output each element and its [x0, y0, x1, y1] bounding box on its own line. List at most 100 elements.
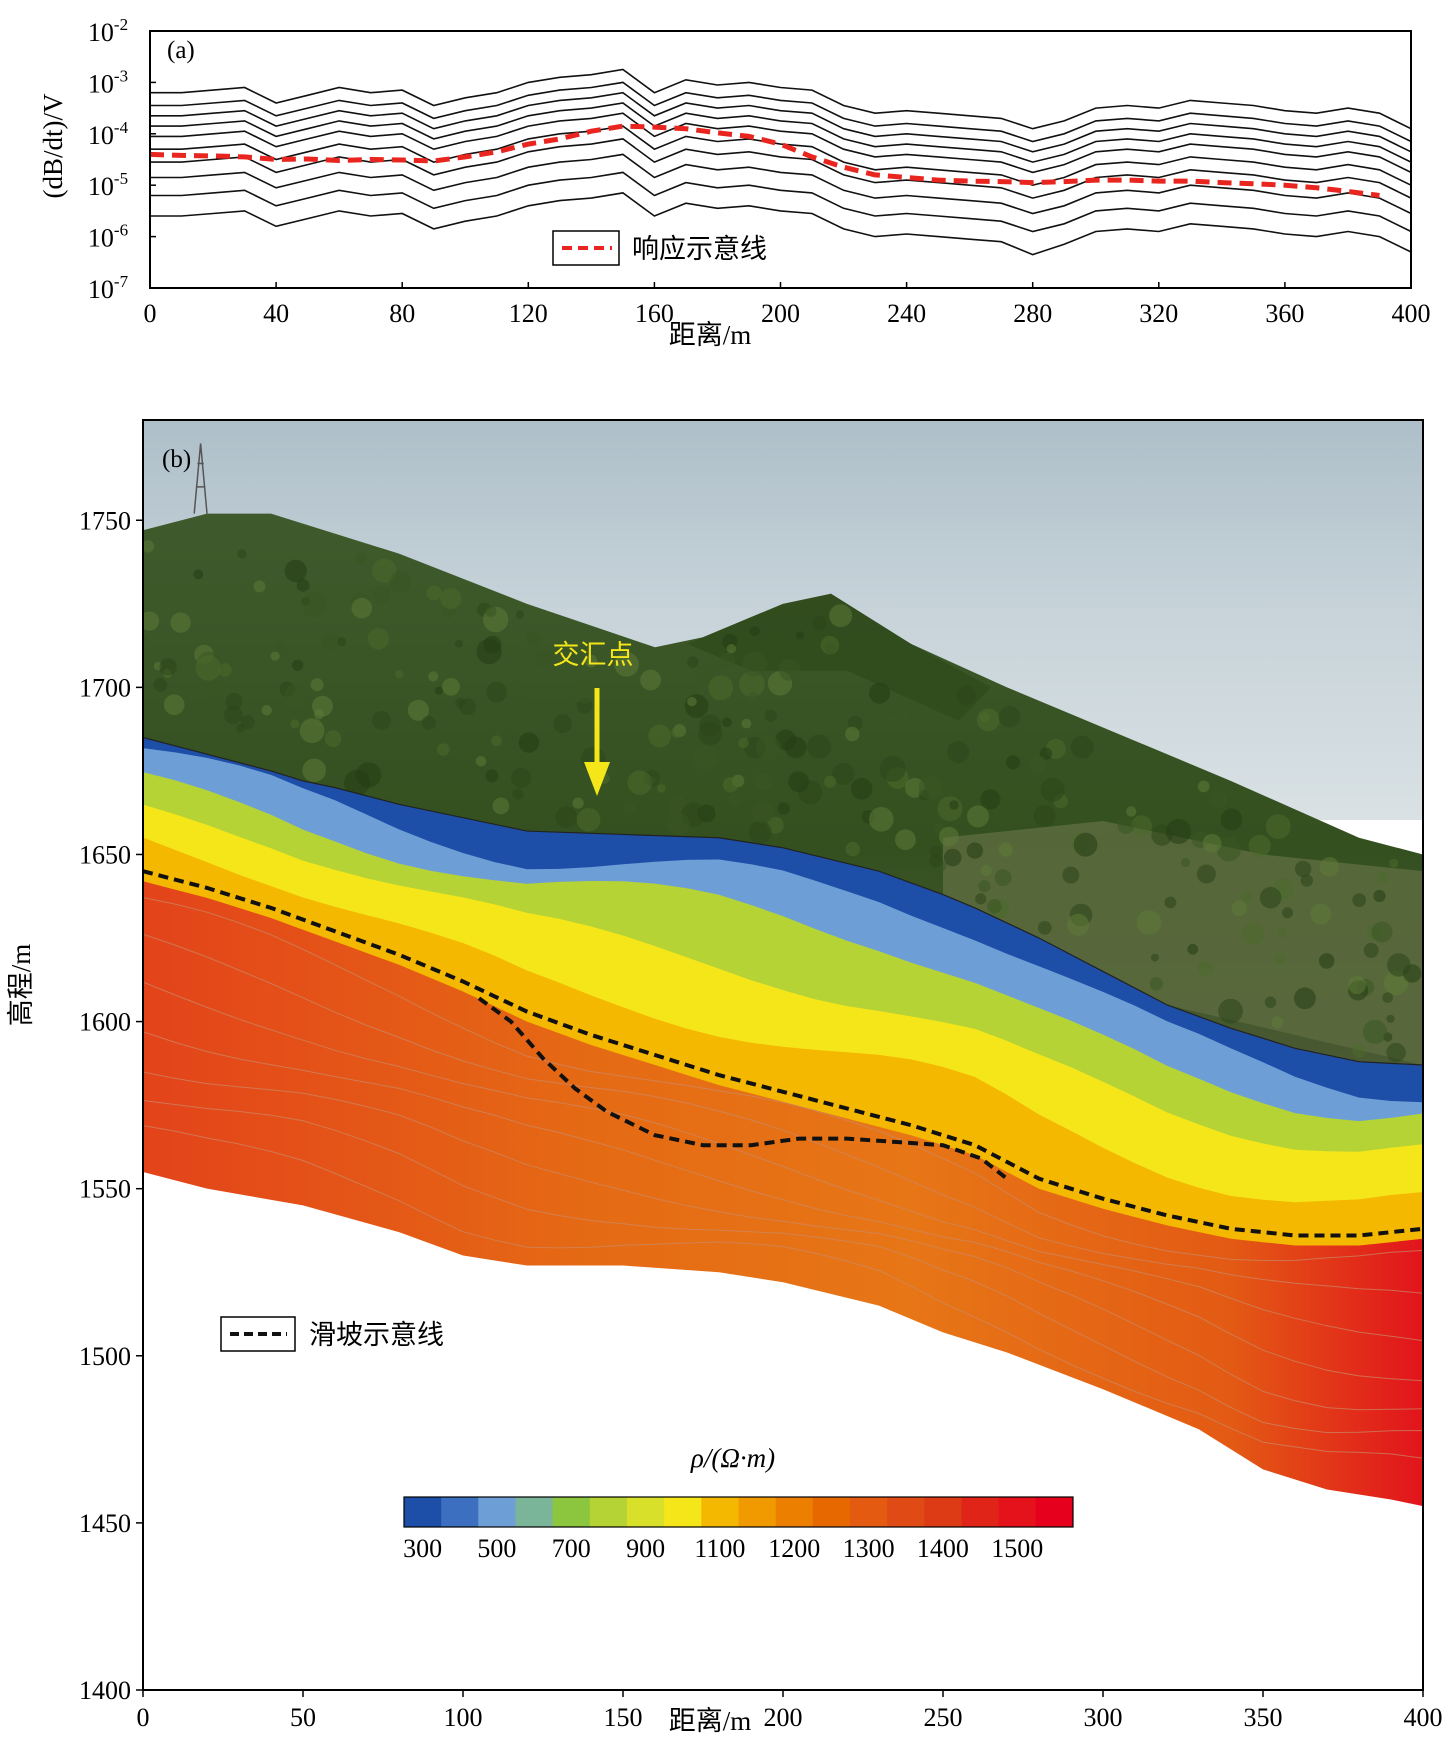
- tree-blob: [426, 585, 442, 601]
- tree-blob: [1136, 910, 1162, 935]
- colorbar-cell: [812, 1497, 851, 1527]
- tree-blob: [143, 611, 160, 631]
- tree-blob: [284, 684, 309, 709]
- b-y-tick-label: 1750: [79, 506, 131, 535]
- colorbar-label: 500: [477, 1534, 516, 1563]
- tree-blob: [943, 848, 962, 867]
- tree-blob: [829, 604, 853, 628]
- a-y-tick-label: 10-2: [88, 15, 128, 47]
- a-x-tick-label: 0: [144, 299, 157, 328]
- colorbar-label: 1300: [843, 1534, 895, 1563]
- tree-blob: [193, 569, 204, 580]
- contour-line: [143, 1100, 1423, 1434]
- tree-blob: [454, 639, 464, 648]
- tree-blob: [284, 559, 307, 583]
- tree-blob: [937, 796, 963, 822]
- tree-blob: [485, 769, 499, 783]
- tree-blob: [1348, 976, 1366, 994]
- tree-blob: [667, 813, 690, 836]
- tree-blob: [321, 633, 340, 652]
- tree-blob: [553, 714, 572, 734]
- terrain-surface-line: [143, 736, 1423, 1066]
- tree-blob: [1389, 858, 1399, 868]
- colorbar-cell: [738, 1497, 777, 1527]
- tree-blob: [299, 718, 325, 744]
- colorbar-cell: [552, 1497, 591, 1527]
- tree-blob: [573, 680, 597, 704]
- tree-blob: [1040, 777, 1065, 802]
- tree-blob: [966, 842, 984, 859]
- channel-curve-5: [150, 112, 1412, 174]
- tree-blob: [1149, 977, 1163, 991]
- legend-label-response: 响应示意线: [632, 234, 767, 264]
- tree-blob: [1300, 874, 1314, 887]
- b-x-tick-label: 250: [924, 1703, 963, 1732]
- colorbar-cell: [850, 1497, 888, 1527]
- tree-blob: [640, 669, 661, 691]
- tree-blob: [1319, 857, 1340, 877]
- tree-blob: [302, 758, 327, 783]
- a-y-tick-label: 10-7: [88, 272, 129, 304]
- tree-blob: [627, 770, 653, 795]
- tree-blob: [614, 652, 639, 677]
- tree-blob: [1387, 953, 1411, 977]
- channel-curve-7: [150, 138, 1412, 199]
- contour-lines: [143, 897, 1423, 1459]
- tree-blob: [671, 727, 682, 738]
- tree-blob: [1210, 791, 1228, 808]
- b-y-tick-label: 1450: [79, 1509, 131, 1538]
- tree-blob: [1282, 907, 1293, 919]
- b-x-tick-label: 100: [444, 1703, 483, 1732]
- tree-blob: [1037, 921, 1052, 935]
- colorbar-label: 300: [403, 1534, 442, 1563]
- tree-blob: [1383, 970, 1409, 995]
- tree-blob: [1117, 816, 1135, 835]
- tree-blob: [310, 678, 324, 692]
- tree-blob: [1070, 735, 1094, 759]
- tree-blob: [722, 777, 739, 793]
- panel-b: 0 50 100 150 200 250 300 350 400 1400 1450 1500 155…: [6, 419, 1443, 1736]
- tree-blob: [1216, 837, 1242, 862]
- a-x-tick-label: 280: [1013, 299, 1052, 328]
- colorbar-label: 1100: [694, 1534, 745, 1563]
- tree-blob: [687, 696, 697, 707]
- tree-blob: [947, 740, 970, 764]
- colorbar-cell: [887, 1497, 925, 1527]
- tree-blob: [237, 549, 247, 559]
- tree-blob: [1220, 808, 1243, 831]
- tree-blob: [1202, 833, 1222, 853]
- b-x-tick-label: 400: [1404, 1703, 1443, 1732]
- colorbar-cell: [627, 1497, 665, 1527]
- tree-blob: [648, 776, 657, 785]
- colorbar-cells: [403, 1496, 1074, 1528]
- tree-blob: [714, 659, 724, 670]
- tree-blob: [850, 778, 873, 800]
- slide-line-1: [143, 869, 1423, 1238]
- panel-b-label: (b): [162, 446, 191, 473]
- tree-blob: [1187, 943, 1199, 955]
- channel-curve-10: [150, 192, 1412, 256]
- tree-blob: [741, 718, 752, 729]
- tree-blob: [980, 789, 1001, 810]
- b-y-tick-label: 1650: [79, 840, 131, 869]
- channel-curve-1: [150, 68, 1412, 130]
- colorbar-cell: [701, 1497, 739, 1527]
- tree-blob: [584, 654, 598, 668]
- tree-blob: [314, 709, 324, 720]
- tree-blob: [784, 736, 807, 759]
- b-x-tick-label: 300: [1084, 1703, 1123, 1732]
- tree-blob: [788, 771, 809, 793]
- tree-blob: [1276, 928, 1287, 938]
- a-x-tick-label: 40: [263, 299, 289, 328]
- tree-blob: [296, 579, 310, 592]
- tree-blob: [421, 715, 436, 730]
- tree-blob: [1039, 747, 1053, 760]
- a-y-tick-label: 10-6: [88, 221, 128, 253]
- tree-blob: [1382, 992, 1393, 1003]
- tree-blob: [1196, 864, 1216, 884]
- panel-b-y-axis-label: 高程/m: [6, 944, 36, 1027]
- tree-blob: [728, 792, 743, 807]
- tree-blob: [371, 558, 397, 583]
- tree-blob: [486, 681, 508, 703]
- tree-blob: [1248, 834, 1271, 858]
